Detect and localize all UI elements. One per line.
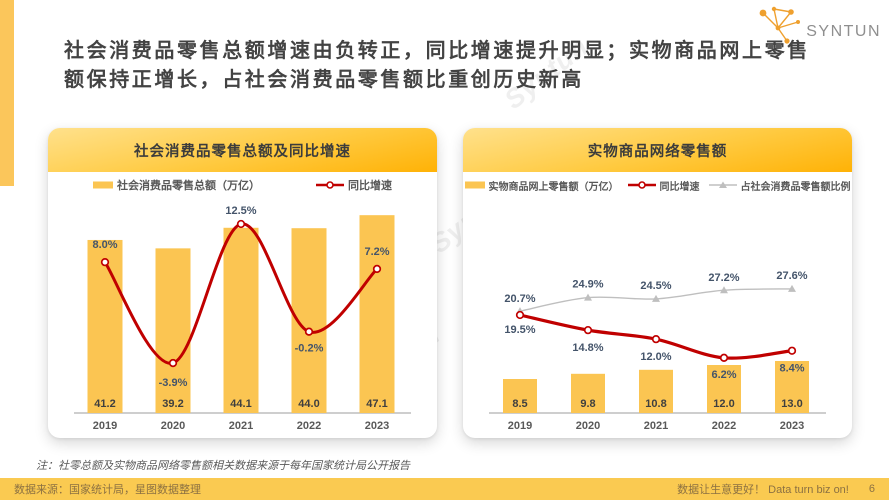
chart-card-title: 实物商品网络零售额 <box>463 128 852 172</box>
chart-card-title: 社会消费品零售总额及同比增速 <box>48 128 437 172</box>
line-value-label: 8.4% <box>779 363 804 375</box>
legend-item: 占社会消费品零售额比例 <box>708 178 851 193</box>
legend-item: 同比增速 <box>316 177 392 193</box>
line-value-label: 20.7% <box>504 293 535 305</box>
bar-value-label: 39.2 <box>162 398 183 410</box>
syntun-logo-text: SYNTUN <box>806 23 881 40</box>
bar <box>639 369 673 413</box>
line-value-label: 27.6% <box>776 270 807 282</box>
bar <box>503 379 537 413</box>
line-value-label: 6.2% <box>711 369 736 381</box>
footer-source: 数据来源：国家统计局，星图数据整理 <box>14 484 201 496</box>
x-tick-label: 2019 <box>93 420 117 432</box>
syntun-logo: SYNTUN <box>757 5 881 47</box>
footer-bar: 数据来源：国家统计局，星图数据整理 数据让生意更好！ Data turn biz… <box>0 478 889 500</box>
bar-swatch-icon <box>464 181 485 189</box>
line-triangle-marker-icon <box>708 181 737 188</box>
line-value-label: 24.5% <box>640 280 671 292</box>
page-number: 6 <box>868 483 875 495</box>
bar-value-label: 41.2 <box>94 398 115 410</box>
line-point-marker <box>583 325 593 335</box>
chart-legend: 社会消费品零售总额（万亿） 同比增速 <box>48 172 437 198</box>
bar <box>155 248 191 413</box>
line-point-marker <box>720 286 728 294</box>
retail-total-chart: 2019 2020 2021 2022 2023 41.2 39.2 44.1 44.0 47.1… <box>74 205 411 432</box>
line-point-marker <box>304 327 314 336</box>
chart-cards: 社会消费品零售总额及同比增速 社会消费品零售总额（万亿） 同比增速 2019 202… <box>48 128 852 438</box>
bar <box>359 215 395 413</box>
legend-label: 占社会消费品零售额比例 <box>740 181 851 193</box>
bar-value-label: 47.1 <box>366 398 387 410</box>
legend-label: 同比增速 <box>348 180 392 192</box>
x-tick-label: 2020 <box>576 420 600 432</box>
bar-value-label: 44.0 <box>298 398 319 410</box>
bar-swatch-icon <box>93 181 113 189</box>
line-point-marker <box>372 264 382 274</box>
x-tick-label: 2021 <box>644 420 668 432</box>
bar <box>775 361 809 413</box>
chart-card-retail-total: 社会消费品零售总额及同比增速 社会消费品零售总额（万亿） 同比增速 2019 202… <box>48 128 437 438</box>
x-tick-label: 2020 <box>161 420 185 432</box>
footnote: 注：社零总额及实物商品网络零售额相关数据来源于每年国家统计局公开报告 <box>36 460 410 472</box>
line-circle-marker-icon <box>627 181 656 189</box>
legend-item: 实物商品网上零售额（万亿） <box>464 178 619 193</box>
footer-slogan: 数据让生意更好！ Data turn biz on! <box>677 484 849 496</box>
line-point-marker <box>584 293 592 301</box>
bar-value-label: 8.5 <box>512 398 527 410</box>
line-value-label: -3.9% <box>159 377 188 389</box>
bar <box>707 365 741 413</box>
bar-value-label: 44.1 <box>230 398 251 410</box>
line-point-marker <box>652 294 660 302</box>
bar-value-label: 9.8 <box>580 398 595 410</box>
legend-label: 社会消费品零售总额（万亿） <box>117 180 260 192</box>
legend-label: 同比增速 <box>659 181 700 193</box>
x-tick-label: 2021 <box>229 420 253 432</box>
line-point-marker <box>236 219 246 229</box>
chart-legend: 实物商品网上零售额（万亿） 同比增速 占社会消费品零售额比例 <box>463 172 852 198</box>
bar <box>87 239 123 413</box>
line-value-label: 8.0% <box>92 239 117 251</box>
line-circle-marker-icon <box>316 181 344 189</box>
line-point-marker <box>788 284 796 292</box>
page-title-line-2: 额保持正增长，占社会消费品零售额比重创历史新高 <box>64 69 584 92</box>
x-tick-label: 2022 <box>712 420 736 432</box>
line-value-label: 24.9% <box>572 279 603 291</box>
line-point-marker <box>719 353 729 362</box>
legend-item: 社会消费品零售总额（万亿） <box>93 177 260 193</box>
x-tick-label: 2019 <box>508 420 532 432</box>
line-value-label: 14.8% <box>572 342 603 354</box>
line-value-label: 19.5% <box>504 324 535 336</box>
online-retail-chart: 2019 2020 2021 2022 2023 8.5 9.8 10.8 12.0 13.0 20… <box>489 270 826 432</box>
legend-item: 同比增速 <box>627 178 700 193</box>
page-title: 社会消费品零售总额增速由负转正，同比增速提升明显；实物商品网上零售 额保持正增长… <box>64 37 842 95</box>
line-value-label: -0.2% <box>295 343 324 355</box>
x-tick-label: 2022 <box>297 420 321 432</box>
line-point-marker <box>100 258 110 267</box>
left-accent-bar <box>0 0 14 186</box>
line-point-marker <box>787 346 797 355</box>
line-value-label: 7.2% <box>364 246 389 258</box>
line-value-label: 12.0% <box>640 351 671 363</box>
line-point-marker <box>515 310 525 320</box>
line-point-marker <box>651 334 661 344</box>
page-title-line-1: 社会消费品零售总额增速由负转正，同比增速提升明显；实物商品网上零售 <box>64 40 810 63</box>
bar-value-label: 10.8 <box>645 398 666 410</box>
bar <box>223 227 259 413</box>
line-point-marker <box>168 358 178 368</box>
line-value-label: 12.5% <box>225 205 256 217</box>
chart-card-online-retail: 实物商品网络零售额 实物商品网上零售额（万亿） 同比增速 占社会消费品零售额比例 2… <box>463 128 852 438</box>
line-value-label: 27.2% <box>708 272 739 284</box>
x-tick-label: 2023 <box>780 420 804 432</box>
bar <box>571 373 605 413</box>
bar-value-label: 13.0 <box>781 398 802 410</box>
x-tick-label: 2023 <box>365 420 389 432</box>
legend-label: 实物商品网上零售额（万亿） <box>488 181 619 193</box>
bar-value-label: 12.0 <box>713 398 734 410</box>
syntun-logo-icon <box>759 6 801 44</box>
